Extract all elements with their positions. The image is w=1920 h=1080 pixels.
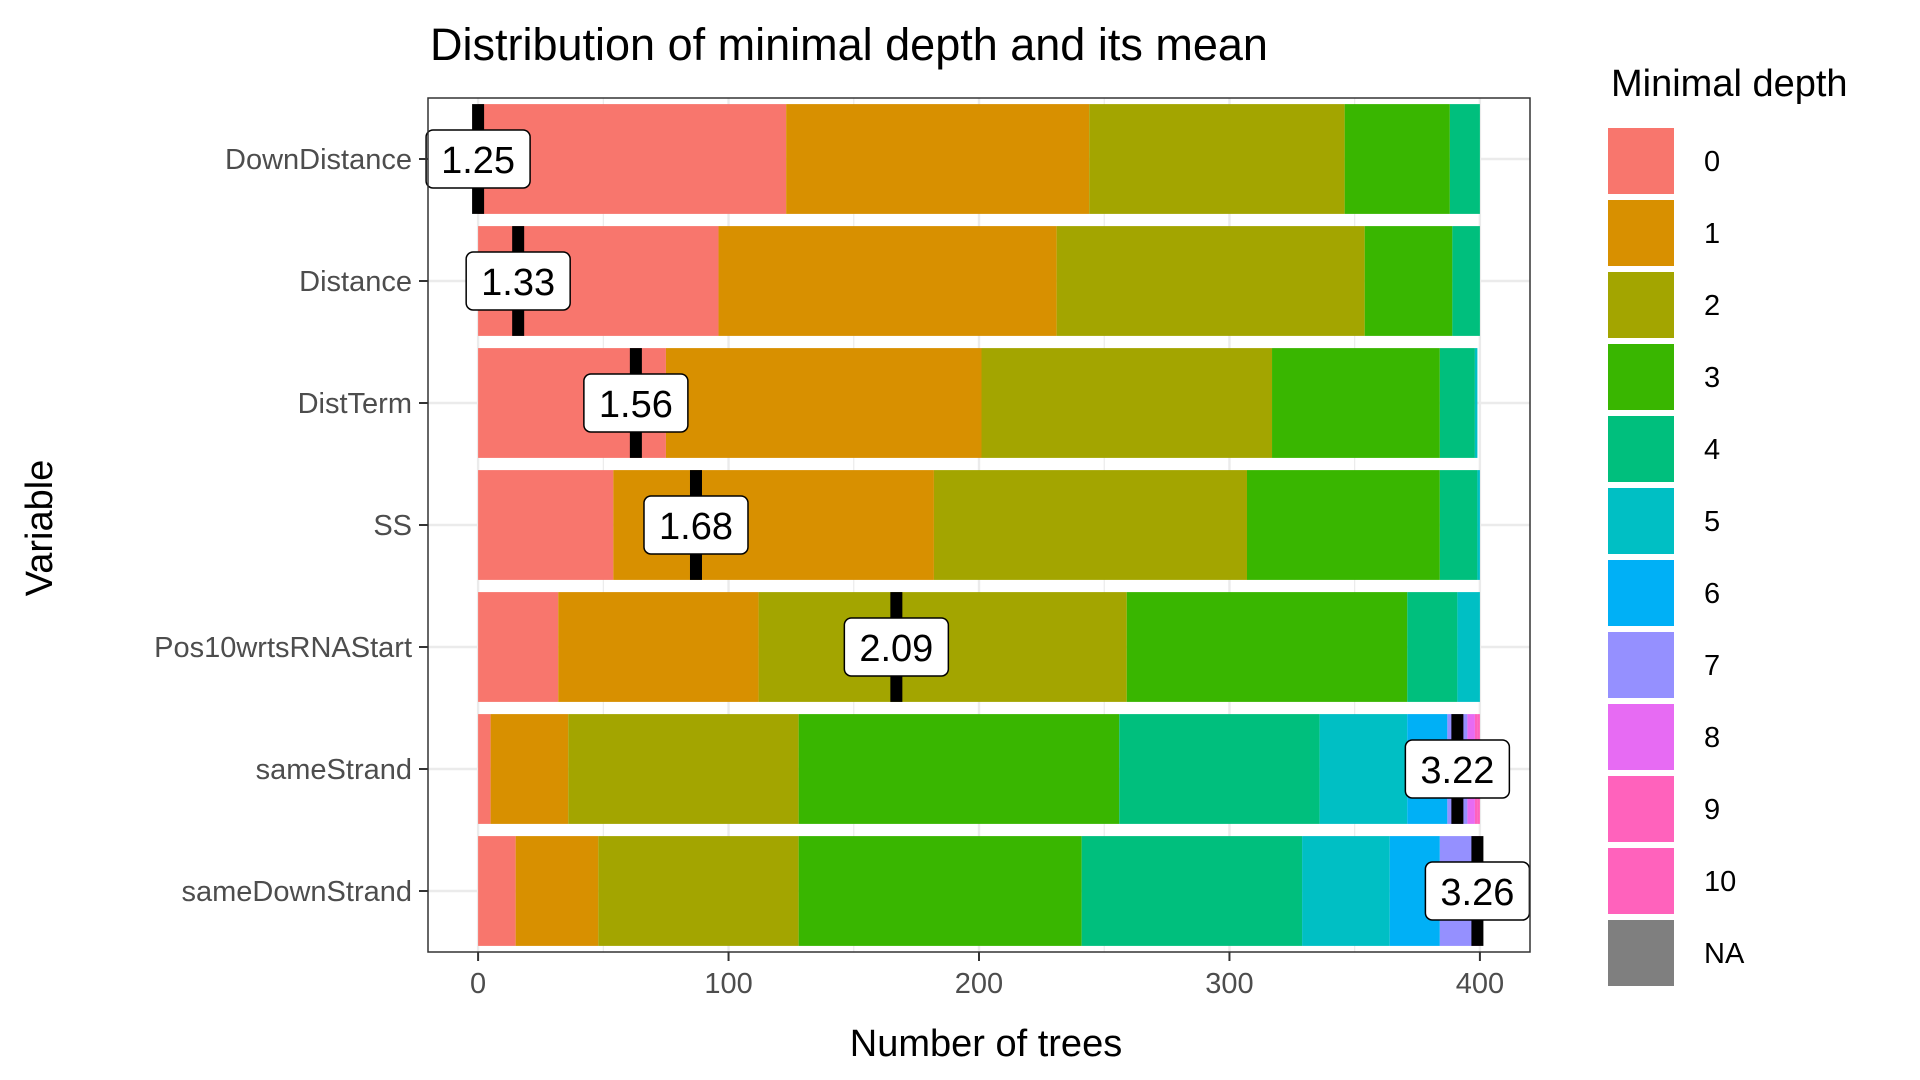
mean-label-box xyxy=(643,495,749,555)
bar-segment xyxy=(1344,104,1450,214)
y-tick-label: DownDistance xyxy=(225,144,412,176)
mean-label: 3.26 xyxy=(1440,872,1514,914)
y-tick-label: Distance xyxy=(299,266,412,298)
legend-key xyxy=(1608,776,1674,842)
mean-label-box xyxy=(583,373,689,433)
bar-segment xyxy=(1364,226,1453,336)
chart-title: Distribution of minimal depth and its me… xyxy=(430,19,1268,70)
bar-segment xyxy=(1407,592,1458,702)
bars-layer xyxy=(478,104,1480,946)
bar-segment xyxy=(1272,348,1440,458)
bar-segment xyxy=(1302,836,1390,946)
bar-segment xyxy=(1126,592,1408,702)
bar-segment xyxy=(1319,714,1408,824)
bar-segment xyxy=(798,836,1082,946)
bar-segment xyxy=(718,226,1057,336)
mean-label-box xyxy=(843,617,950,677)
bar-segment xyxy=(1081,836,1303,946)
legend-label: 10 xyxy=(1704,866,1736,898)
bar-segment xyxy=(490,714,569,824)
legend-key xyxy=(1608,200,1674,266)
bar-segment xyxy=(1457,592,1480,702)
bar-segment xyxy=(1449,104,1480,214)
legend-label: 1 xyxy=(1704,218,1720,250)
legend-label: 9 xyxy=(1704,794,1720,826)
x-tick-label: 100 xyxy=(704,968,752,1000)
mean-label: 1.25 xyxy=(441,140,515,182)
x-axis-title: Number of trees xyxy=(850,1023,1122,1065)
mean-label: 2.09 xyxy=(859,628,933,670)
bar-segment xyxy=(1439,470,1478,580)
mean-markers-layer: 1.25 1.33 1.56 1.68 2.09 3.22 3.26 xyxy=(425,104,1531,946)
bar-segment xyxy=(558,592,759,702)
legend-label: 4 xyxy=(1704,434,1720,466)
bar-segment xyxy=(1246,470,1440,580)
mean-label: 3.22 xyxy=(1420,750,1494,792)
bar-segment xyxy=(1439,348,1475,458)
bar-segment xyxy=(786,104,1090,214)
bar-segment xyxy=(981,348,1273,458)
x-tick-label: 0 xyxy=(470,968,486,1000)
y-tick-label: sameStrand xyxy=(256,754,412,786)
x-tick-label: 200 xyxy=(955,968,1003,1000)
y-tick-label: sameDownStrand xyxy=(182,876,413,908)
legend-label: 5 xyxy=(1704,506,1720,538)
bar-segment xyxy=(1452,226,1480,336)
bar-segment xyxy=(478,836,516,946)
axes-layer: 0 100 200 300 400 DownDistance Distance DistTer… xyxy=(154,144,1504,1000)
x-tick-label: 300 xyxy=(1205,968,1253,1000)
legend-key xyxy=(1608,344,1674,410)
legend-title: Minimal depth xyxy=(1611,63,1848,105)
legend-key xyxy=(1608,704,1674,770)
bar-segment xyxy=(798,714,1120,824)
legend-label: 3 xyxy=(1704,362,1720,394)
legend-label: 2 xyxy=(1704,290,1720,322)
legend: 0 1 2 3 4 5 6 7 8 9 10 NA xyxy=(1608,128,1745,986)
bar-segment xyxy=(1089,104,1345,214)
bar-segment xyxy=(1474,348,1478,458)
bar-segment xyxy=(478,470,614,580)
legend-label: NA xyxy=(1704,938,1745,970)
legend-key xyxy=(1608,632,1674,698)
y-tick-label: Pos10wrtsRNAStart xyxy=(154,632,412,664)
mean-label: 1.68 xyxy=(659,506,733,548)
legend-key xyxy=(1608,848,1674,914)
bar-segment xyxy=(1056,226,1365,336)
bar-segment xyxy=(515,836,599,946)
legend-label: 8 xyxy=(1704,722,1720,754)
bar-segment xyxy=(1477,470,1480,580)
bar-segment xyxy=(933,470,1247,580)
legend-key xyxy=(1608,416,1674,482)
legend-label: 0 xyxy=(1704,146,1720,178)
bar-segment xyxy=(478,714,491,824)
legend-key xyxy=(1608,128,1674,194)
legend-key xyxy=(1608,560,1674,626)
x-tick-label: 400 xyxy=(1456,968,1504,1000)
y-tick-label: DistTerm xyxy=(298,388,412,420)
legend-key xyxy=(1608,488,1674,554)
mean-label-box xyxy=(1404,739,1511,799)
bar-segment xyxy=(1119,714,1320,824)
mean-label: 1.33 xyxy=(481,262,555,304)
legend-label: 6 xyxy=(1704,578,1720,610)
mean-label: 1.56 xyxy=(599,384,673,426)
legend-key xyxy=(1608,272,1674,338)
mean-label-box xyxy=(465,251,571,311)
bar-segment xyxy=(598,836,799,946)
bar-segment xyxy=(665,348,982,458)
legend-label: 7 xyxy=(1704,650,1720,682)
bar-segment xyxy=(568,714,799,824)
y-axis-title: Variable xyxy=(19,460,61,597)
y-tick-label: SS xyxy=(373,510,412,542)
legend-key xyxy=(1608,920,1674,986)
bar-segment xyxy=(478,592,559,702)
